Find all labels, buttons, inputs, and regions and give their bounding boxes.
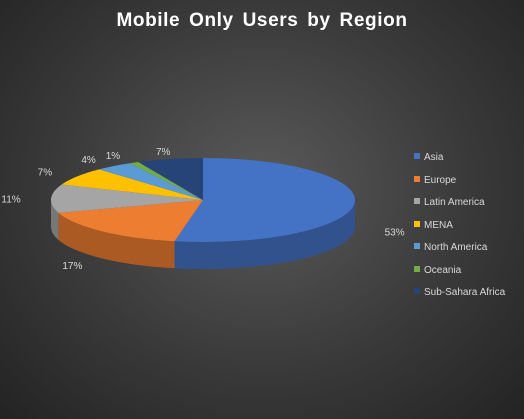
pct-label-asia: 53% [385,228,405,239]
pie-slice-north-america [98,163,203,200]
legend-swatch [414,175,420,182]
legend-label: Sub-Sahara Africa [424,287,506,298]
pie-slice-europe [58,200,204,242]
pie-side-asia [174,200,355,269]
legend-label: MENA [424,219,453,231]
legend-item-north-america: North America [414,242,524,265]
pie-slice-latin-america [50,184,203,213]
legend-swatch [414,153,420,159]
legend-swatch [414,220,420,227]
legend-item-mena: MENA [414,220,524,243]
pie-slice-oceania [129,161,203,200]
chart-title: Mobile Only Users by Region [116,10,408,31]
pct-label-mena: 7% [38,168,53,179]
legend-item-europe: Europe [414,175,524,198]
legend-item-oceania: Oceania [414,265,524,288]
legend: Asia Europe Latin America MENA North America… [414,152,524,310]
pie-slice-sub-sahara-africa [138,158,203,200]
legend-label: Asia [424,152,444,163]
pct-label-north-america: 4% [81,155,96,166]
legend-swatch [414,243,420,249]
legend-label: Europe [424,174,457,186]
pie-side-europe [58,212,175,269]
pct-label-europe: 17% [62,261,82,272]
pct-label-oceania: 1% [106,151,121,162]
pie-slice-mena [61,169,203,200]
legend-label: North America [424,242,488,253]
legend-item-sub-sahara-africa: Sub-Sahara Africa [414,287,524,310]
pct-label-latin-america: 11% [1,194,20,205]
legend-item-latin-america: Latin America [414,197,524,220]
pie-side-latin-america [51,200,59,240]
legend-label: Latin America [424,197,485,208]
legend-item-asia: Asia [414,152,524,175]
legend-swatch [414,265,420,272]
pct-label-sub-sahara-africa: 7% [156,147,171,158]
pie-slice-asia [174,158,355,242]
legend-swatch [414,288,420,294]
legend-label: Oceania [424,264,462,276]
legend-swatch [414,198,420,204]
